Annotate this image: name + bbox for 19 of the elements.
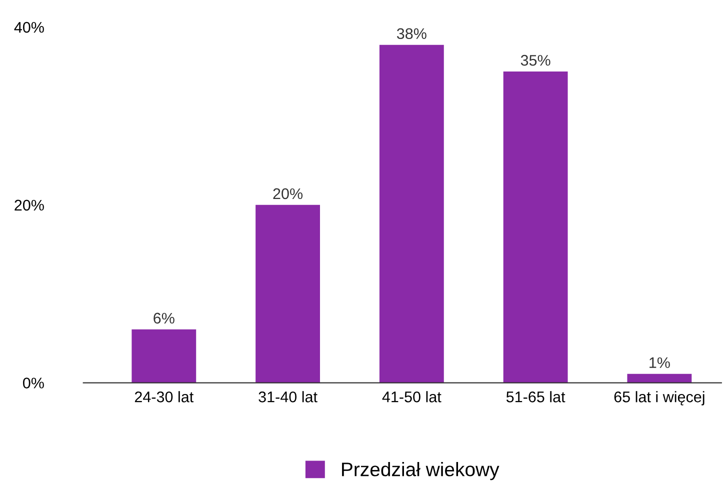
- x-tick-label: 24-30 lat: [134, 391, 194, 402]
- bar: [256, 204, 320, 383]
- legend-label: Przedział wiekowy: [342, 462, 500, 480]
- text: 20%: [273, 188, 303, 200]
- text: 6%: [154, 312, 174, 324]
- bar: [132, 329, 196, 383]
- x-tick-label: 65 lat i więcej: [614, 391, 704, 406]
- bar: [379, 44, 444, 383]
- bar: [503, 72, 568, 383]
- y-tick-label: 40%: [14, 22, 44, 33]
- y-tick-label: 20%: [14, 200, 44, 211]
- text: 1%: [650, 357, 670, 368]
- text: 38%: [396, 28, 426, 40]
- y-tick-label: 0%: [23, 378, 44, 388]
- x-tick-label: 31-40 lat: [258, 391, 318, 402]
- bar: [627, 374, 692, 383]
- text: 35%: [520, 54, 550, 66]
- x-tick-label: 51-65 lat: [506, 391, 566, 402]
- x-tick-label: 41-50 lat: [382, 391, 442, 402]
